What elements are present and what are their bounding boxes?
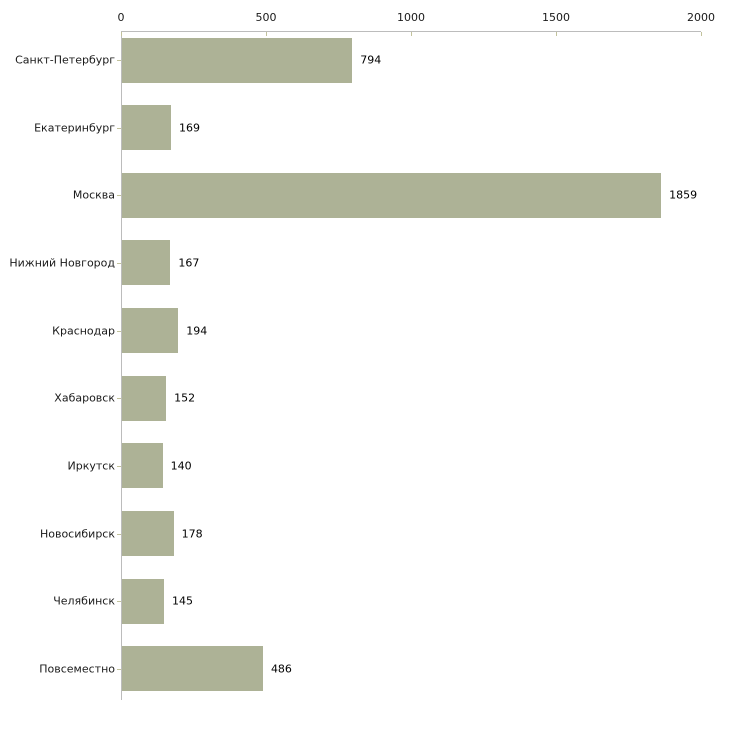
x-axis-tick-mark [411, 32, 412, 36]
y-axis-line [121, 31, 122, 700]
x-axis-tick-label: 1500 [542, 11, 570, 24]
x-axis-tick-label: 2000 [687, 11, 715, 24]
category-label: Нижний Новгород [9, 256, 115, 270]
bar [122, 37, 353, 83]
category-label: Москва [72, 188, 115, 202]
value-label: 486 [270, 662, 292, 676]
x-axis-tick-mark [121, 32, 122, 36]
bar [122, 172, 662, 218]
value-label: 178 [181, 527, 203, 541]
y-axis-tick-mark [117, 262, 121, 264]
plot-area [121, 31, 701, 700]
value-label: 794 [360, 53, 382, 67]
y-axis-tick-mark [117, 398, 121, 400]
category-label: Хабаровск [54, 391, 115, 405]
bar [122, 511, 174, 557]
category-label: Повсеместно [39, 662, 115, 676]
bar [122, 105, 171, 151]
y-axis-tick-mark [117, 127, 121, 129]
y-axis-tick-mark [117, 601, 121, 603]
value-label: 145 [172, 594, 194, 608]
bar [122, 240, 171, 286]
bar [122, 443, 163, 489]
y-axis-tick-mark [117, 60, 121, 61]
bar [122, 375, 167, 421]
category-label: Краснодар [52, 324, 115, 338]
value-label: 140 [170, 459, 192, 473]
bar [122, 578, 165, 624]
y-axis-tick-mark [117, 668, 121, 670]
category-label: Санкт-Петербург [15, 53, 115, 67]
value-label: 1859 [669, 188, 698, 202]
value-label: 167 [178, 256, 200, 270]
category-label: Челябинск [53, 594, 115, 608]
category-label: Новосибирск [39, 527, 115, 541]
value-label: 169 [179, 121, 200, 135]
x-axis-tick-mark [266, 32, 267, 36]
x-axis-tick-label: 1000 [397, 11, 425, 24]
y-axis-tick-mark [117, 330, 121, 332]
y-axis-tick-mark [117, 533, 121, 535]
x-axis-tick-label: 0 [117, 11, 125, 24]
y-axis-tick-mark [117, 465, 121, 467]
category-label: Иркутск [67, 459, 115, 473]
value-label: 152 [174, 391, 196, 405]
x-axis-tick-mark [556, 32, 557, 36]
x-axis-line [121, 31, 701, 32]
value-label: 194 [186, 324, 208, 338]
y-axis-tick-mark [117, 195, 121, 197]
bar [122, 646, 263, 692]
x-axis-tick-label: 500 [255, 11, 277, 24]
bar [122, 308, 179, 354]
x-axis-tick-mark [701, 32, 702, 36]
category-label: Екатеринбург [34, 121, 115, 135]
